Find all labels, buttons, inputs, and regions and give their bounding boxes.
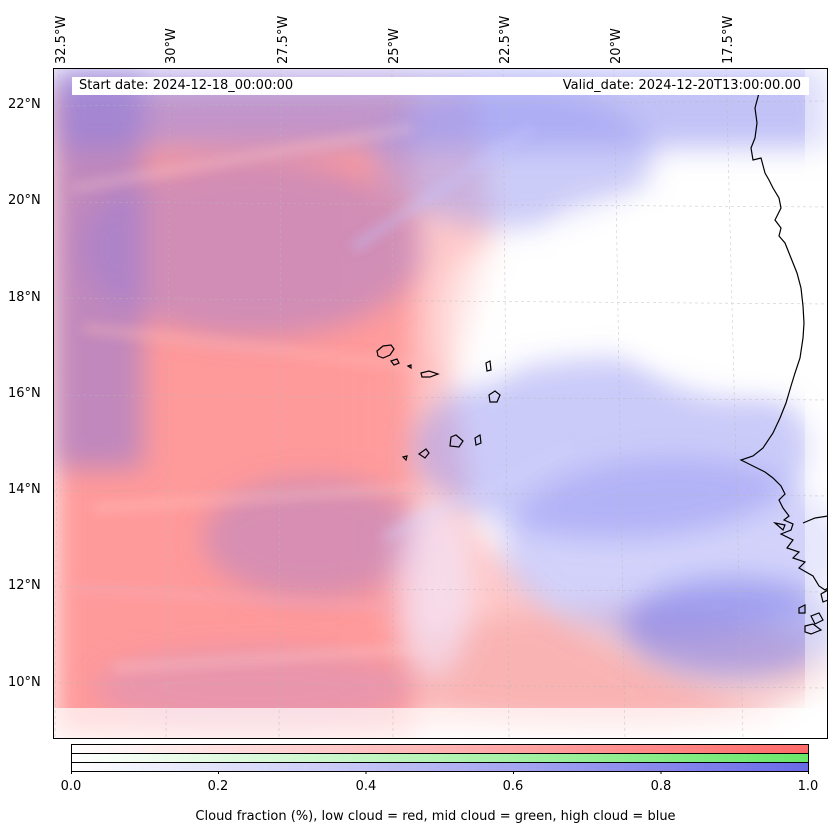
lat-label-22n: 22°N bbox=[8, 97, 41, 112]
africa-coastline bbox=[802, 515, 828, 524]
valid-date-label: Valid_date: 2024-12-20T13:00:00.00 bbox=[562, 78, 801, 93]
lat-label-18n: 18°N bbox=[8, 290, 41, 305]
island-outline bbox=[485, 360, 492, 372]
colorbar-mid-cloud bbox=[71, 753, 809, 763]
colorbar-tick-label: 0.0 bbox=[60, 779, 82, 794]
island-outline bbox=[449, 434, 464, 448]
island-outline bbox=[376, 344, 395, 359]
lat-label-16n: 16°N bbox=[8, 386, 41, 401]
start-date-label: Start date: 2024-12-18_00:00:00 bbox=[79, 78, 294, 93]
lat-label-20n: 20°N bbox=[8, 193, 41, 208]
high-cloud-region bbox=[203, 478, 423, 598]
colorbar-tick-label: 1.0 bbox=[797, 779, 819, 794]
cloud-fraction-map bbox=[53, 68, 828, 739]
gridline-lon bbox=[165, 68, 171, 739]
gridline-lon bbox=[613, 68, 626, 739]
island-outline bbox=[390, 358, 400, 366]
gridline-lon bbox=[391, 68, 394, 739]
date-banner bbox=[72, 77, 809, 95]
cloud-streak bbox=[350, 124, 536, 252]
island-outline bbox=[474, 434, 482, 446]
colorbar-tick-label: 0.4 bbox=[355, 779, 377, 794]
clear-sky-region bbox=[443, 248, 523, 388]
high-cloud-region bbox=[373, 88, 653, 228]
island-outline bbox=[488, 390, 501, 403]
cloud-streak bbox=[381, 444, 575, 542]
lon-label-22-5w: 22.5°W bbox=[498, 15, 513, 64]
island-outline bbox=[820, 589, 828, 603]
island-outline bbox=[804, 623, 823, 635]
domain-edge bbox=[805, 68, 828, 739]
colorbar-tick-label: 0.6 bbox=[502, 779, 524, 794]
island-outline bbox=[401, 455, 408, 462]
gridline-lon bbox=[278, 68, 282, 739]
lon-label-30w: 30°W bbox=[164, 28, 179, 64]
colorbar-tick-label: 0.2 bbox=[207, 779, 229, 794]
island-outline bbox=[417, 448, 430, 459]
africa-coastline bbox=[772, 521, 786, 532]
colorbar-caption: Cloud fraction (%), low cloud = red, mid… bbox=[195, 809, 676, 824]
cloud-streak bbox=[72, 125, 414, 191]
lon-label-17-5w: 17.5°W bbox=[721, 15, 736, 64]
lon-label-27-5w: 27.5°W bbox=[276, 15, 291, 64]
lon-label-32-5w: 32.5°W bbox=[54, 15, 69, 64]
high-cloud-region bbox=[623, 578, 828, 678]
island-outline bbox=[798, 604, 806, 614]
colorbar bbox=[71, 744, 809, 774]
island-outline bbox=[420, 370, 440, 378]
cloud-streak bbox=[72, 585, 394, 611]
domain-edge bbox=[53, 708, 828, 739]
lat-label-14n: 14°N bbox=[8, 482, 41, 497]
gridline-lon bbox=[502, 68, 510, 739]
colorbar-high-cloud bbox=[71, 762, 809, 772]
lat-label-10n: 10°N bbox=[8, 675, 41, 690]
cloud-streak bbox=[92, 484, 414, 512]
high-cloud-region bbox=[83, 158, 423, 338]
island-outline bbox=[406, 364, 412, 370]
africa-coastline bbox=[739, 80, 828, 591]
clear-sky-region bbox=[393, 498, 473, 678]
gridline-lon bbox=[54, 68, 60, 739]
map-frame bbox=[53, 68, 828, 739]
colorbar-tick-label: 0.8 bbox=[650, 779, 672, 794]
cloud-streak bbox=[82, 324, 434, 372]
lon-label-20w: 20°W bbox=[609, 28, 624, 64]
colorbar-low-cloud bbox=[71, 744, 809, 754]
lon-label-25w: 25°W bbox=[387, 28, 402, 64]
gridline-lon bbox=[725, 68, 744, 739]
lat-label-12n: 12°N bbox=[8, 578, 41, 593]
island-outline bbox=[810, 612, 824, 625]
clear-sky-region bbox=[543, 198, 683, 298]
